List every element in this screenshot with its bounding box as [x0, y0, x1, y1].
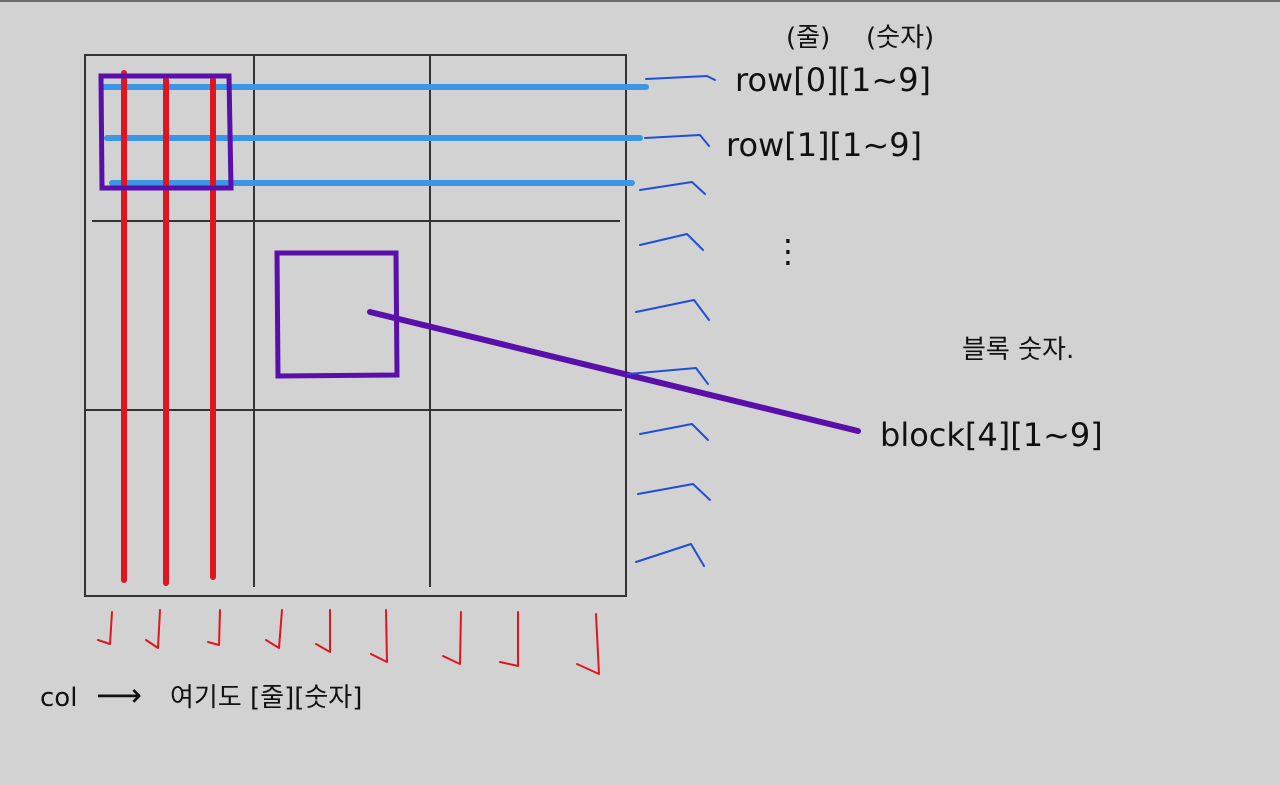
- block-label: block[4][1~9]: [880, 416, 1103, 454]
- col-tick-3: [207, 609, 221, 646]
- col-arrow: ⟶: [96, 676, 142, 714]
- block-box-0: [98, 73, 234, 191]
- row-tick-1: [645, 75, 716, 81]
- sudoku-grid: [84, 54, 627, 597]
- col-label: col: [40, 683, 77, 713]
- row-tick-6: [627, 367, 709, 385]
- row-tick-8: [637, 483, 711, 501]
- rows-ellipsis: ⋮: [772, 232, 804, 270]
- row1-label: row[1][1~9]: [726, 126, 922, 164]
- row-ticks: [627, 75, 716, 567]
- row-tick-7: [639, 423, 709, 441]
- col-tick-1: [97, 611, 113, 645]
- block-connector-line: [367, 309, 861, 434]
- col-tick-6: [370, 609, 388, 663]
- col-tick-9: [576, 613, 600, 675]
- row-tick-9: [635, 543, 705, 567]
- row-tick-4: [639, 233, 704, 251]
- col-tick-4: [265, 609, 283, 649]
- grid-outline: [84, 54, 627, 597]
- col-tick-7: [442, 611, 462, 665]
- col-tick-5: [315, 609, 331, 653]
- col-note-label: 여기도 [줄][숫자]: [170, 683, 362, 713]
- col-ticks: [97, 609, 600, 675]
- header-left-label: (줄): [786, 23, 830, 53]
- block-boxes: [98, 73, 400, 379]
- col-tick-2: [145, 609, 161, 649]
- row-tick-5: [635, 299, 710, 321]
- col-tick-8: [499, 611, 519, 667]
- row0-label: row[0][1~9]: [735, 61, 931, 99]
- col-lines: [121, 70, 216, 586]
- header-right-label: (숫자): [866, 23, 934, 53]
- row-tick-2: [644, 134, 710, 147]
- block-title-label: 블록 숫자.: [962, 335, 1074, 365]
- row-lines: [100, 84, 649, 186]
- row-tick-3: [639, 181, 706, 195]
- block-box-4: [274, 250, 400, 379]
